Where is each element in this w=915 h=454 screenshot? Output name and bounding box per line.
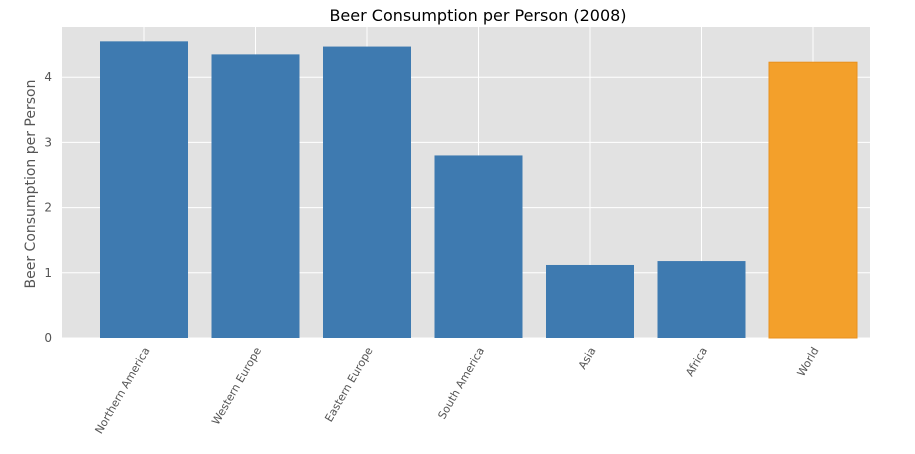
- y-tick-label: 2: [44, 201, 52, 215]
- x-tick-label: South America: [435, 345, 487, 422]
- x-tick-label: World: [795, 345, 822, 379]
- y-tick-label: 4: [44, 70, 52, 84]
- y-axis-label: Beer Consumption per Person: [23, 80, 39, 289]
- bar-asia: [546, 264, 634, 338]
- bar-western-europe: [211, 54, 300, 339]
- y-tick-label: 0: [44, 331, 52, 345]
- bar-africa: [657, 261, 746, 338]
- bar-layer: [100, 41, 858, 339]
- chart-title: Beer Consumption per Person (2008): [329, 6, 626, 25]
- bar-south-america: [434, 155, 523, 338]
- x-tick-label: Asia: [576, 345, 599, 371]
- x-tick-label: Eastern Europe: [322, 345, 375, 424]
- bar-northern-america: [100, 41, 188, 339]
- y-tick-label: 1: [44, 266, 52, 280]
- y-tick-layer: 0 1 2 3 4: [44, 70, 52, 345]
- x-tick-label: Western Europe: [209, 345, 264, 427]
- x-tick-layer: Northern America Western Europe Eastern Eu…: [92, 345, 821, 436]
- y-tick-label: 3: [44, 135, 52, 149]
- bar-eastern-europe: [323, 46, 411, 338]
- x-tick-label: Northern America: [92, 345, 152, 436]
- bar-world: [768, 61, 858, 339]
- x-tick-label: Africa: [683, 345, 710, 379]
